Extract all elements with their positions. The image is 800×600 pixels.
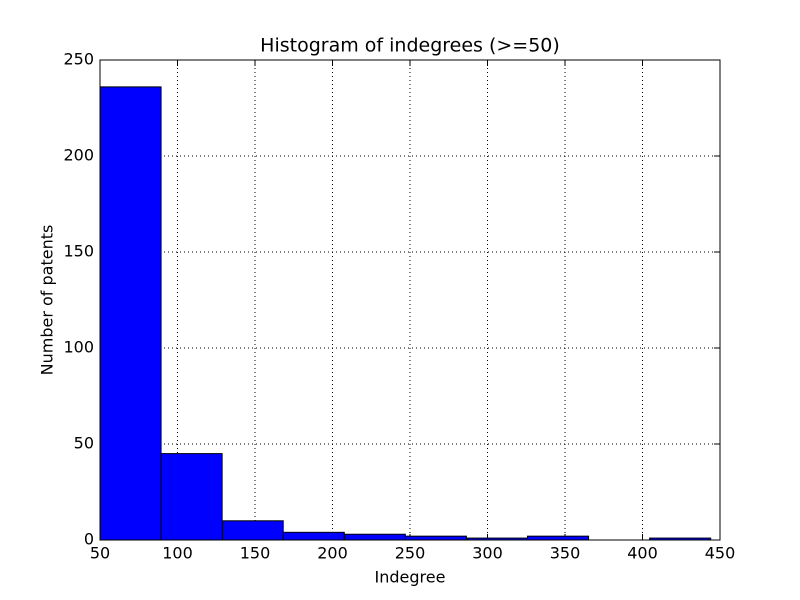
x-axis-label: Indegree	[375, 568, 446, 587]
y-tick-label: 250	[63, 50, 94, 69]
bar	[221, 520, 284, 541]
x-tick-label: 350	[550, 544, 581, 563]
y-axis-label: Number of patents	[38, 225, 57, 376]
y-tick-label: 0	[84, 530, 94, 549]
chart-title: Histogram of indegrees (>=50)	[260, 35, 560, 57]
x-tick-label: 450	[705, 544, 736, 563]
x-tick-label: 400	[627, 544, 658, 563]
bar	[99, 86, 162, 541]
plot-frame	[99, 59, 721, 541]
x-tick-label: 150	[240, 544, 271, 563]
x-tick-label: 200	[317, 544, 348, 563]
y-tick-label: 100	[63, 338, 94, 357]
x-tick-label: 250	[395, 544, 426, 563]
y-tick-label: 150	[63, 242, 94, 261]
bar	[343, 533, 406, 541]
y-tick-label: 50	[74, 434, 94, 453]
y-tick-label: 200	[63, 146, 94, 165]
x-tick-label: 100	[162, 544, 193, 563]
bar	[282, 531, 345, 541]
x-tick-label: 300	[472, 544, 503, 563]
bar	[526, 535, 590, 541]
bar	[404, 535, 467, 541]
x-tick-label: 50	[90, 544, 110, 563]
bar	[160, 453, 223, 541]
